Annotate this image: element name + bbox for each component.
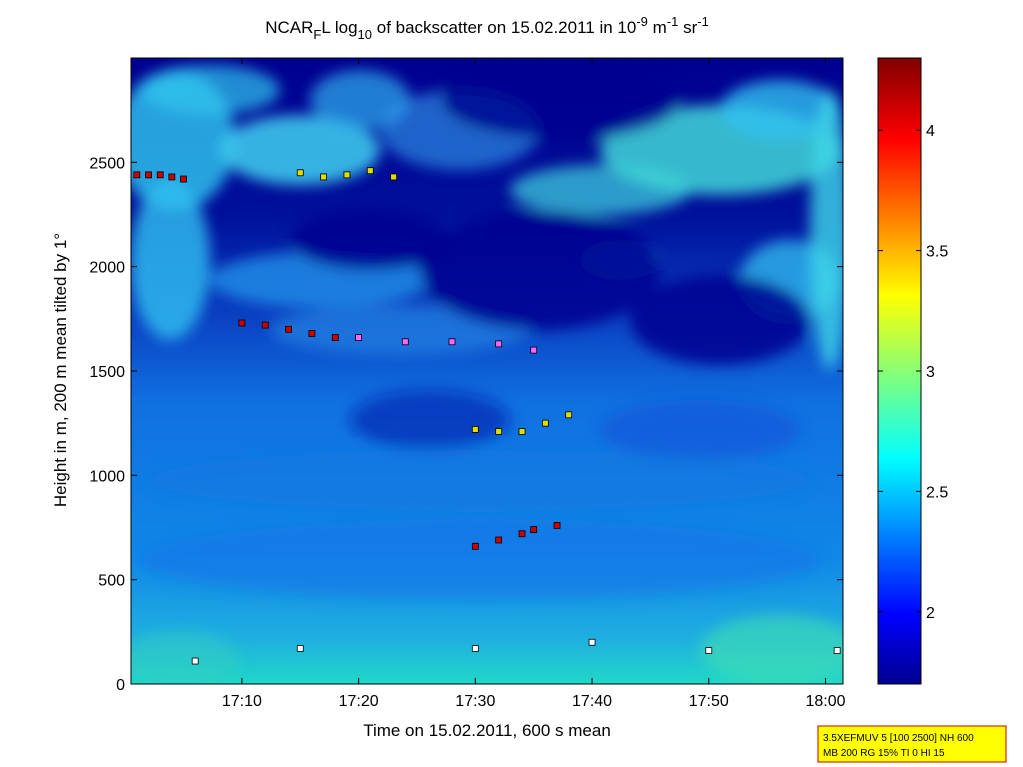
chart-title: NCARFL log10 of backscatter on 15.02.201…: [265, 14, 709, 42]
layer-marker: [530, 346, 538, 354]
layer-marker: [191, 657, 199, 665]
layer-marker: [565, 411, 573, 419]
title-sup-m1b: -1: [697, 14, 709, 29]
layer-marker: [133, 171, 141, 179]
x-axis: 17:10 17:20 17:30 17:40 17:50 18:00: [222, 58, 846, 710]
colorbar-tick-label: 2.5: [926, 484, 948, 501]
layer-marker: [588, 638, 596, 646]
x-tick-label: 17:50: [689, 693, 729, 710]
colorbar-tick-label: 4: [926, 123, 935, 140]
layer-marker: [331, 334, 339, 342]
layer-marker: [518, 428, 526, 435]
y-tick-label: 0: [116, 677, 125, 694]
layer-marker: [355, 334, 363, 342]
layer-marker: [308, 330, 316, 337]
x-tick-label: 17:20: [339, 693, 379, 710]
y-axis-title: Height in m, 200 m mean tilted by 1°: [51, 233, 70, 507]
title-sub-10: 10: [358, 27, 372, 42]
colorbar-ticks: 2 2.5 3 3.5 4: [878, 123, 948, 622]
heatmap-features: [131, 60, 843, 684]
layer-marker: [530, 526, 538, 533]
heatmap-area: [131, 58, 843, 684]
x-tick-label: 17:30: [455, 693, 495, 710]
colorbar-tick-label: 2: [926, 605, 935, 622]
info-box-line1: 3.5XEFMUV 5 [100 2500] NH 600: [823, 733, 974, 744]
layer-marker: [366, 167, 374, 175]
layer-marker: [145, 171, 152, 179]
layer-marker: [518, 530, 526, 538]
layer-marker: [390, 173, 398, 181]
x-tick-label: 17:40: [572, 693, 612, 710]
layer-marker: [401, 338, 409, 346]
colorbar-gradient: [877, 57, 922, 685]
layer-marker: [705, 647, 713, 655]
layer-marker: [168, 173, 176, 181]
layer-marker: [238, 319, 246, 327]
info-box: 3.5XEFMUV 5 [100 2500] NH 600 MB 200 RG …: [817, 725, 1007, 763]
layer-marker: [833, 647, 841, 655]
colorbar-tick-label: 3.5: [926, 244, 948, 261]
colorbar-tick-label: 3: [926, 364, 935, 381]
layer-marker: [553, 522, 561, 529]
layer-marker: [180, 175, 187, 183]
title-sup-m1: -1: [667, 14, 679, 29]
layer-marker: [296, 169, 304, 177]
layer-marker: [471, 426, 479, 433]
layer-marker: [471, 542, 479, 550]
layer-marker: [320, 173, 327, 181]
layer-marker: [343, 171, 351, 179]
y-tick-label: 2500: [89, 155, 125, 172]
layer-markers: [133, 167, 841, 665]
layer-marker: [261, 321, 269, 329]
layer-marker: [448, 338, 456, 346]
info-box-frame: [817, 725, 1007, 763]
x-tick-label: 17:10: [222, 693, 262, 710]
x-axis-title: Time on 15.02.2011, 600 s mean: [363, 721, 611, 740]
y-axis: 0 500 1000 1500 2000 2500: [89, 155, 843, 694]
layer-marker: [471, 645, 479, 652]
layer-marker: [495, 340, 503, 348]
info-box-line2: MB 200 RG 15% TI 0 HI 15: [823, 748, 945, 759]
layer-marker: [296, 645, 304, 652]
y-tick-label: 2000: [89, 260, 125, 277]
layer-marker: [495, 536, 503, 544]
layer-marker: [156, 171, 164, 179]
title-sub-f: F: [313, 27, 321, 42]
title-sup-m9: -9: [636, 14, 648, 29]
layer-marker: [541, 419, 549, 427]
layer-marker: [285, 325, 292, 333]
layer-marker: [495, 428, 503, 435]
y-tick-label: 1500: [89, 364, 125, 381]
x-tick-label: 18:00: [805, 693, 845, 710]
y-tick-label: 500: [98, 573, 125, 590]
y-tick-label: 1000: [89, 468, 125, 485]
colorbar: 2 2.5 3 3.5 4: [877, 57, 948, 685]
